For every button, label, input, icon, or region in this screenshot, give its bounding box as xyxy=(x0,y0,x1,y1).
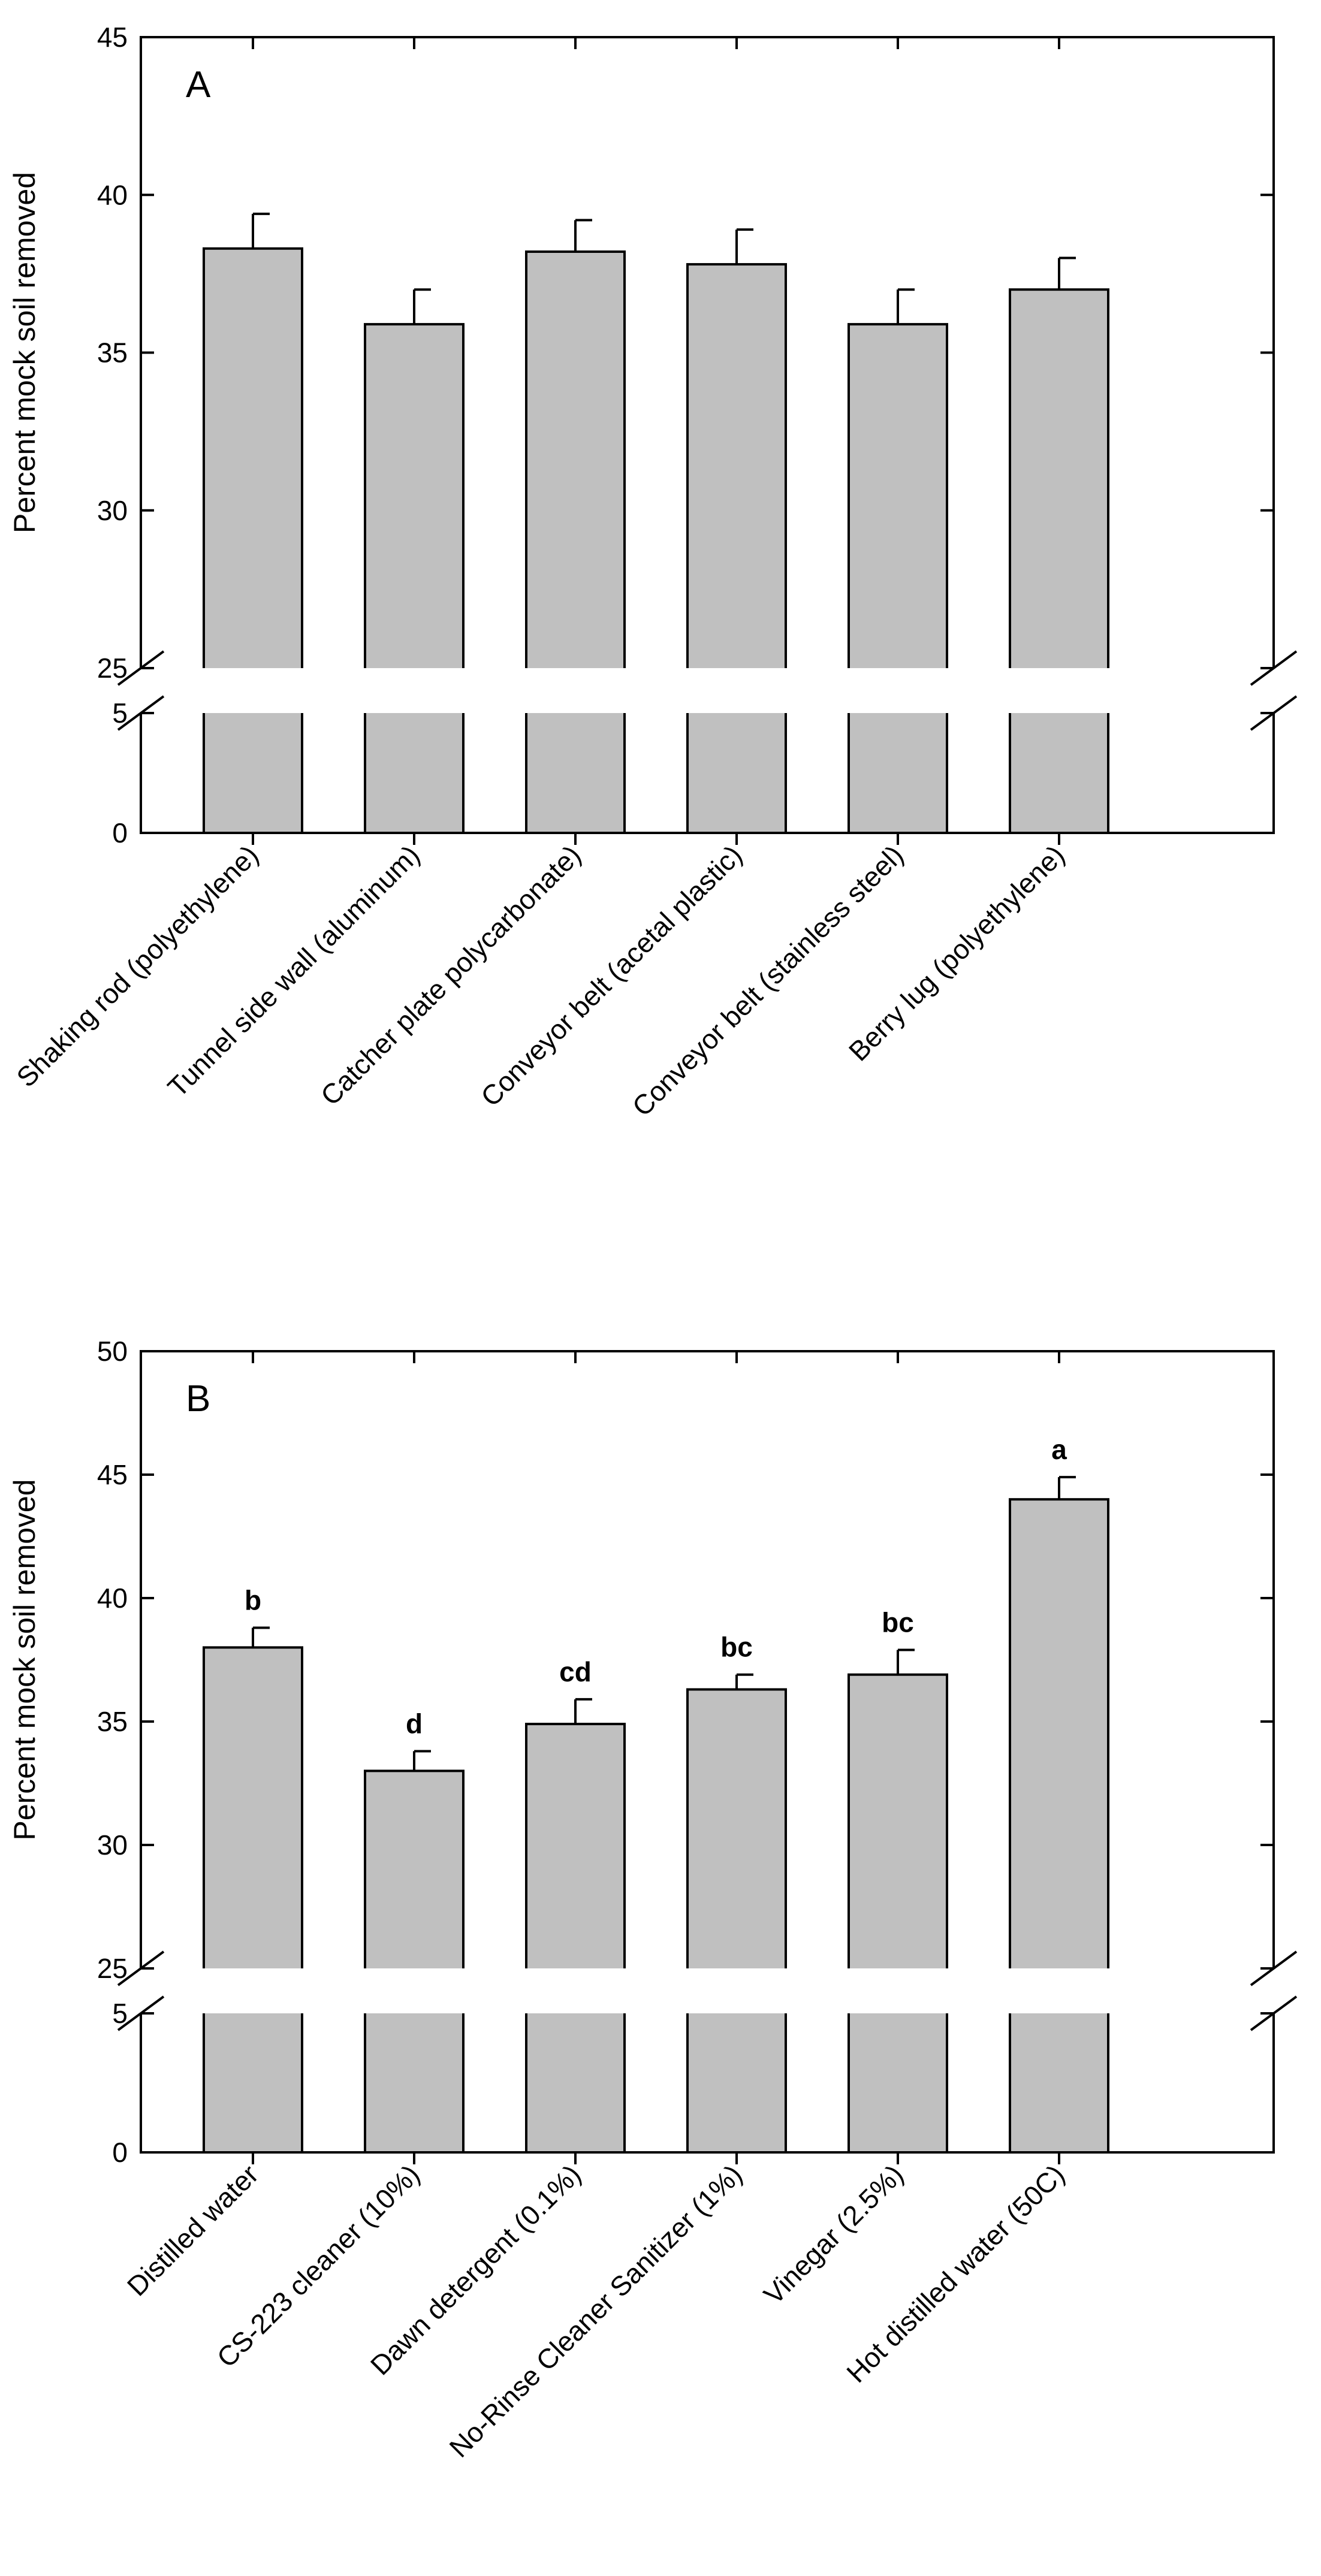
bar xyxy=(525,1723,626,2154)
y-tick-label: 40 xyxy=(97,179,128,210)
x-category-label: Conveyor belt (stainless steel) xyxy=(626,839,909,1122)
x-category-label: Conveyor belt (acetal plastic) xyxy=(475,839,748,1112)
y-tick-label: 45 xyxy=(97,1459,128,1490)
x-category-label: Tunnel side wall (aluminum) xyxy=(162,839,426,1103)
panel-letter: B xyxy=(186,1378,210,1420)
bar xyxy=(203,247,303,834)
y-tick-label: 50 xyxy=(97,1336,128,1367)
significance-letter: cd xyxy=(559,1656,592,1687)
bar xyxy=(1009,288,1109,834)
bar xyxy=(1009,1498,1109,2154)
x-category-label: Distilled water xyxy=(121,2158,264,2302)
x-category-label: Catcher plate polycarbonate) xyxy=(315,839,587,1111)
y-tick-label: 45 xyxy=(97,22,128,53)
bar xyxy=(203,1646,303,2154)
y-tick-label: 0 xyxy=(112,2137,128,2168)
significance-letter: bc xyxy=(882,1607,914,1638)
axis-break-gap xyxy=(0,668,1321,713)
y-tick-label: 5 xyxy=(112,697,128,729)
y-tick-label: 30 xyxy=(97,1829,128,1861)
x-category-label: Vinegar (2.5%) xyxy=(758,2158,909,2310)
y-tick-label: 5 xyxy=(112,1998,128,2029)
bar xyxy=(686,1688,787,2154)
y-tick-label: 25 xyxy=(97,1953,128,1984)
y-tick-label: 25 xyxy=(97,653,128,684)
bar xyxy=(525,250,626,834)
x-category-label: No-Rinse Cleaner Sanitizer (1%) xyxy=(443,2158,748,2463)
y-tick-label: 35 xyxy=(97,337,128,369)
significance-letter: a xyxy=(1051,1434,1067,1465)
bar xyxy=(686,263,787,834)
significance-letter: bc xyxy=(720,1632,753,1663)
significance-letter: b xyxy=(245,1584,261,1615)
y-tick-label: 35 xyxy=(97,1706,128,1737)
bar xyxy=(848,323,948,834)
bar xyxy=(364,323,465,834)
y-tick-label: 0 xyxy=(112,817,128,848)
panel-letter: A xyxy=(186,64,211,105)
bar xyxy=(848,1673,948,2154)
significance-letter: d xyxy=(406,1708,423,1739)
y-tick-label: 30 xyxy=(97,495,128,526)
y-axis-label: Percent mock soil removed xyxy=(8,172,41,533)
y-axis-label: Percent mock soil removed xyxy=(8,1479,41,1840)
bar xyxy=(364,1769,465,2154)
axis-break-gap xyxy=(0,1968,1321,2013)
y-tick-label: 40 xyxy=(97,1583,128,1614)
